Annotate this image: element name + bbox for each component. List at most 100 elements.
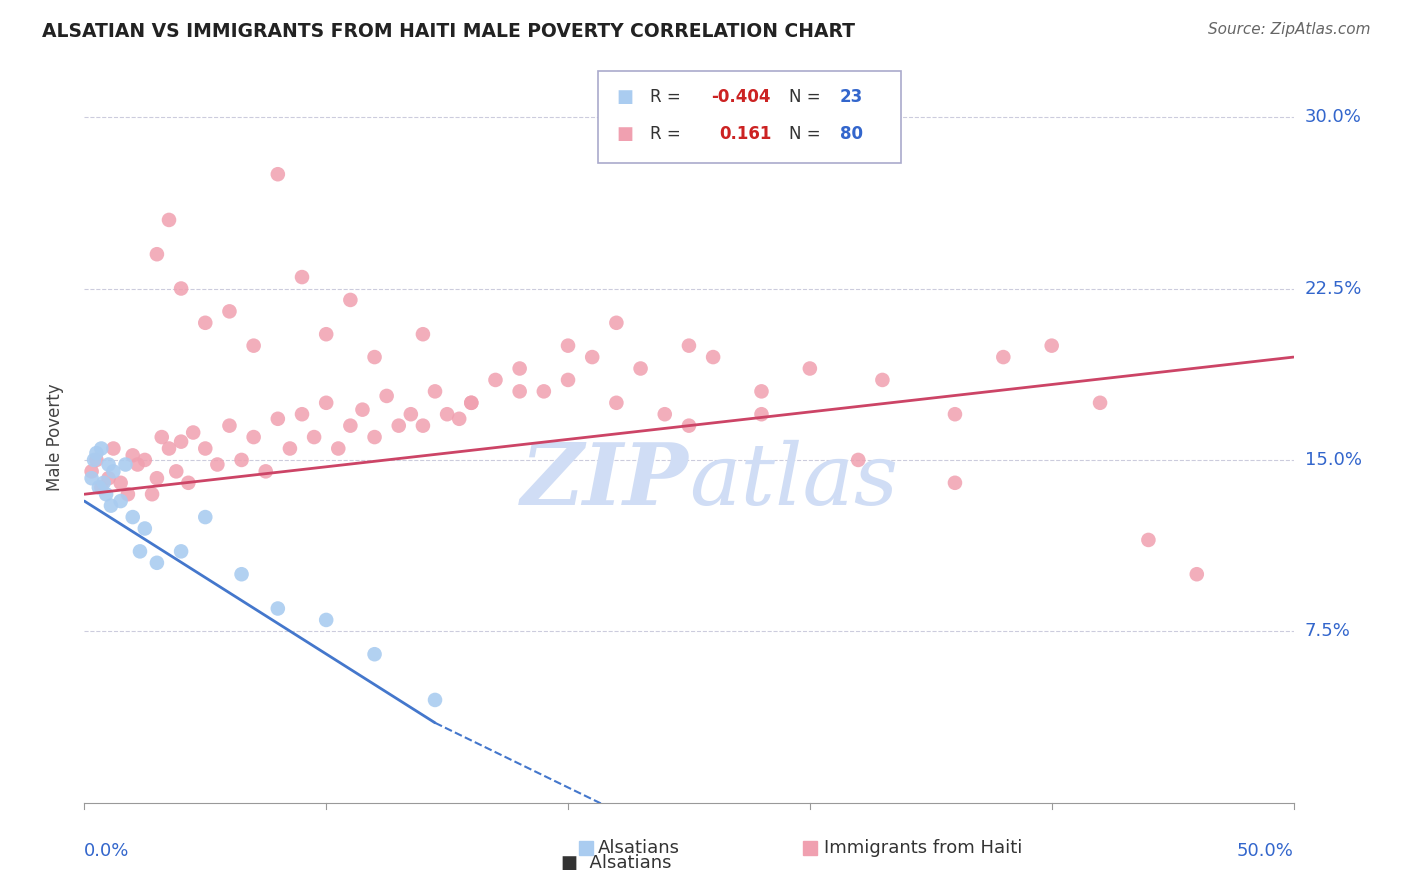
Point — [93, 475, 115, 490]
Point — [231, 567, 253, 582]
Point — [751, 384, 773, 399]
Point — [1137, 533, 1160, 547]
Point — [94, 487, 117, 501]
Point — [218, 304, 240, 318]
Point — [751, 407, 773, 421]
Text: 7.5%: 7.5% — [1305, 623, 1351, 640]
Text: N =: N = — [789, 125, 827, 143]
Point — [557, 338, 579, 352]
Point — [86, 446, 108, 460]
Point — [170, 544, 193, 558]
Point — [702, 350, 724, 364]
Point — [218, 418, 240, 433]
Text: 15.0%: 15.0% — [1305, 451, 1361, 469]
Point — [87, 480, 110, 494]
Text: -0.404: -0.404 — [710, 88, 770, 106]
Point — [177, 475, 200, 490]
Point — [146, 556, 169, 570]
Point — [449, 412, 471, 426]
Point — [399, 407, 422, 421]
Text: 23: 23 — [841, 88, 863, 106]
Point — [278, 442, 301, 456]
Point — [127, 458, 149, 472]
Text: atlas: atlas — [689, 440, 898, 523]
Point — [114, 458, 136, 472]
Point — [103, 442, 125, 456]
Point — [557, 373, 579, 387]
Point — [1088, 396, 1111, 410]
Point — [86, 453, 108, 467]
Point — [846, 453, 869, 467]
Point — [388, 418, 411, 433]
Point — [242, 430, 264, 444]
Text: 22.5%: 22.5% — [1305, 279, 1362, 298]
Point — [872, 373, 894, 387]
Point — [194, 316, 217, 330]
Point — [291, 270, 314, 285]
Text: Immigrants from Haiti: Immigrants from Haiti — [824, 839, 1022, 857]
Point — [100, 499, 122, 513]
Point — [993, 350, 1015, 364]
Point — [267, 601, 290, 615]
Point — [141, 487, 163, 501]
Y-axis label: Male Poverty: Male Poverty — [45, 384, 63, 491]
FancyBboxPatch shape — [599, 71, 901, 163]
Point — [943, 407, 966, 421]
Point — [412, 327, 434, 342]
Point — [315, 396, 337, 410]
Text: Source: ZipAtlas.com: Source: ZipAtlas.com — [1208, 22, 1371, 37]
Point — [315, 327, 337, 342]
Point — [90, 480, 112, 494]
Point — [630, 361, 652, 376]
Point — [605, 316, 627, 330]
Point — [117, 487, 139, 501]
Point — [267, 412, 290, 426]
Point — [302, 430, 325, 444]
Point — [157, 442, 180, 456]
Text: ALSATIAN VS IMMIGRANTS FROM HAITI MALE POVERTY CORRELATION CHART: ALSATIAN VS IMMIGRANTS FROM HAITI MALE P… — [42, 22, 855, 41]
Point — [678, 418, 700, 433]
Text: ■  Alsatians: ■ Alsatians — [561, 854, 672, 872]
Text: 30.0%: 30.0% — [1305, 108, 1361, 126]
Point — [423, 693, 446, 707]
Point — [339, 293, 361, 307]
Point — [654, 407, 676, 421]
Point — [291, 407, 314, 421]
Point — [509, 361, 531, 376]
Point — [412, 418, 434, 433]
Point — [1040, 338, 1063, 352]
Point — [375, 389, 398, 403]
Point — [83, 453, 105, 467]
Point — [194, 510, 217, 524]
Point — [129, 544, 152, 558]
Point — [1185, 567, 1208, 582]
Point — [484, 373, 506, 387]
Point — [121, 510, 143, 524]
Text: R =: R = — [650, 125, 692, 143]
Point — [103, 464, 125, 478]
Point — [799, 361, 821, 376]
Point — [110, 475, 132, 490]
Point — [315, 613, 337, 627]
Text: ■: ■ — [616, 125, 633, 143]
Point — [97, 458, 120, 472]
Point — [207, 458, 229, 472]
Text: 80: 80 — [841, 125, 863, 143]
Point — [943, 475, 966, 490]
Point — [460, 396, 482, 410]
Point — [80, 464, 103, 478]
Point — [242, 338, 264, 352]
Text: Alsatians: Alsatians — [599, 839, 681, 857]
Text: ZIP: ZIP — [522, 439, 689, 523]
Point — [509, 384, 531, 399]
Point — [460, 396, 482, 410]
Point — [181, 425, 204, 440]
Point — [533, 384, 555, 399]
Point — [134, 453, 156, 467]
Text: 0.0%: 0.0% — [84, 842, 129, 860]
Point — [90, 442, 112, 456]
Point — [352, 402, 374, 417]
Point — [339, 418, 361, 433]
Point — [231, 453, 253, 467]
Text: 50.0%: 50.0% — [1237, 842, 1294, 860]
